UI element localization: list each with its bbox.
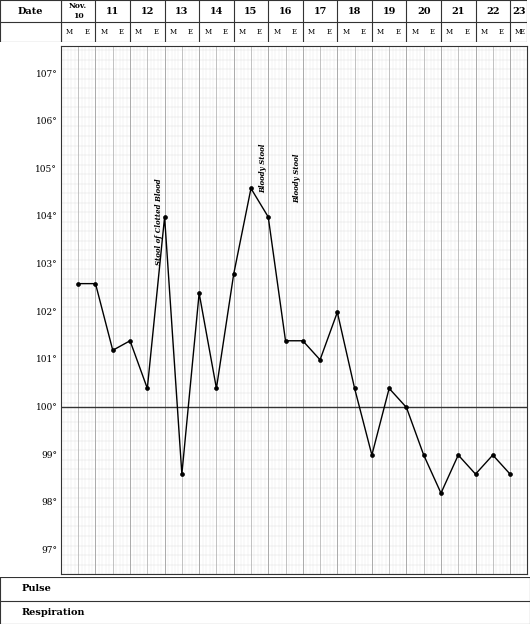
Text: 16: 16 [279,6,292,16]
Text: 104°: 104° [36,212,57,222]
Text: 20: 20 [417,6,430,16]
Text: 102°: 102° [36,308,57,317]
Text: 17: 17 [313,6,327,16]
Text: E: E [326,28,331,36]
Text: Bloody Stool: Bloody Stool [259,144,267,193]
Text: M: M [515,28,522,36]
Text: 100°: 100° [36,403,57,412]
Text: E: E [84,28,90,36]
Text: E: E [430,28,435,36]
Text: E: E [361,28,366,36]
Text: E: E [395,28,400,36]
Text: Pulse: Pulse [21,585,51,593]
Text: E: E [119,28,124,36]
Text: M: M [273,28,280,36]
Text: M: M [481,28,488,36]
Text: 12: 12 [140,6,154,16]
Text: Bloody Stool: Bloody Stool [294,154,302,203]
Text: 15: 15 [244,6,258,16]
Text: Date: Date [17,6,43,16]
Text: 97°: 97° [41,546,57,555]
Text: 21: 21 [452,6,465,16]
Text: 18: 18 [348,6,361,16]
Text: E: E [188,28,193,36]
Text: 13: 13 [175,6,189,16]
Text: E: E [257,28,262,36]
Text: Respiration: Respiration [21,608,85,617]
Text: 11: 11 [106,6,119,16]
Text: M: M [446,28,453,36]
Text: E: E [292,28,297,36]
Text: 98°: 98° [41,498,57,507]
Text: Nov.
10: Nov. 10 [69,2,87,19]
Text: M: M [101,28,108,36]
Text: 105°: 105° [36,165,57,174]
Text: M: M [239,28,246,36]
Text: M: M [411,28,419,36]
Text: E: E [464,28,470,36]
Text: 23: 23 [512,6,525,16]
Text: M: M [66,28,73,36]
Text: 99°: 99° [41,451,57,459]
Text: 107°: 107° [36,70,57,79]
Text: M: M [377,28,384,36]
Text: M: M [308,28,315,36]
Text: 103°: 103° [36,260,57,269]
Text: 101°: 101° [36,355,57,364]
Text: M: M [204,28,211,36]
Text: Stool of Clotted Blood: Stool of Clotted Blood [155,178,163,265]
Text: M: M [342,28,349,36]
Text: E: E [154,28,158,36]
Text: E: E [223,28,227,36]
Text: E: E [520,28,525,36]
Text: 22: 22 [486,6,500,16]
Text: 14: 14 [210,6,223,16]
Text: M: M [170,28,177,36]
Text: 106°: 106° [36,117,57,126]
Text: E: E [499,28,504,36]
Text: M: M [135,28,142,36]
Text: 19: 19 [383,6,396,16]
